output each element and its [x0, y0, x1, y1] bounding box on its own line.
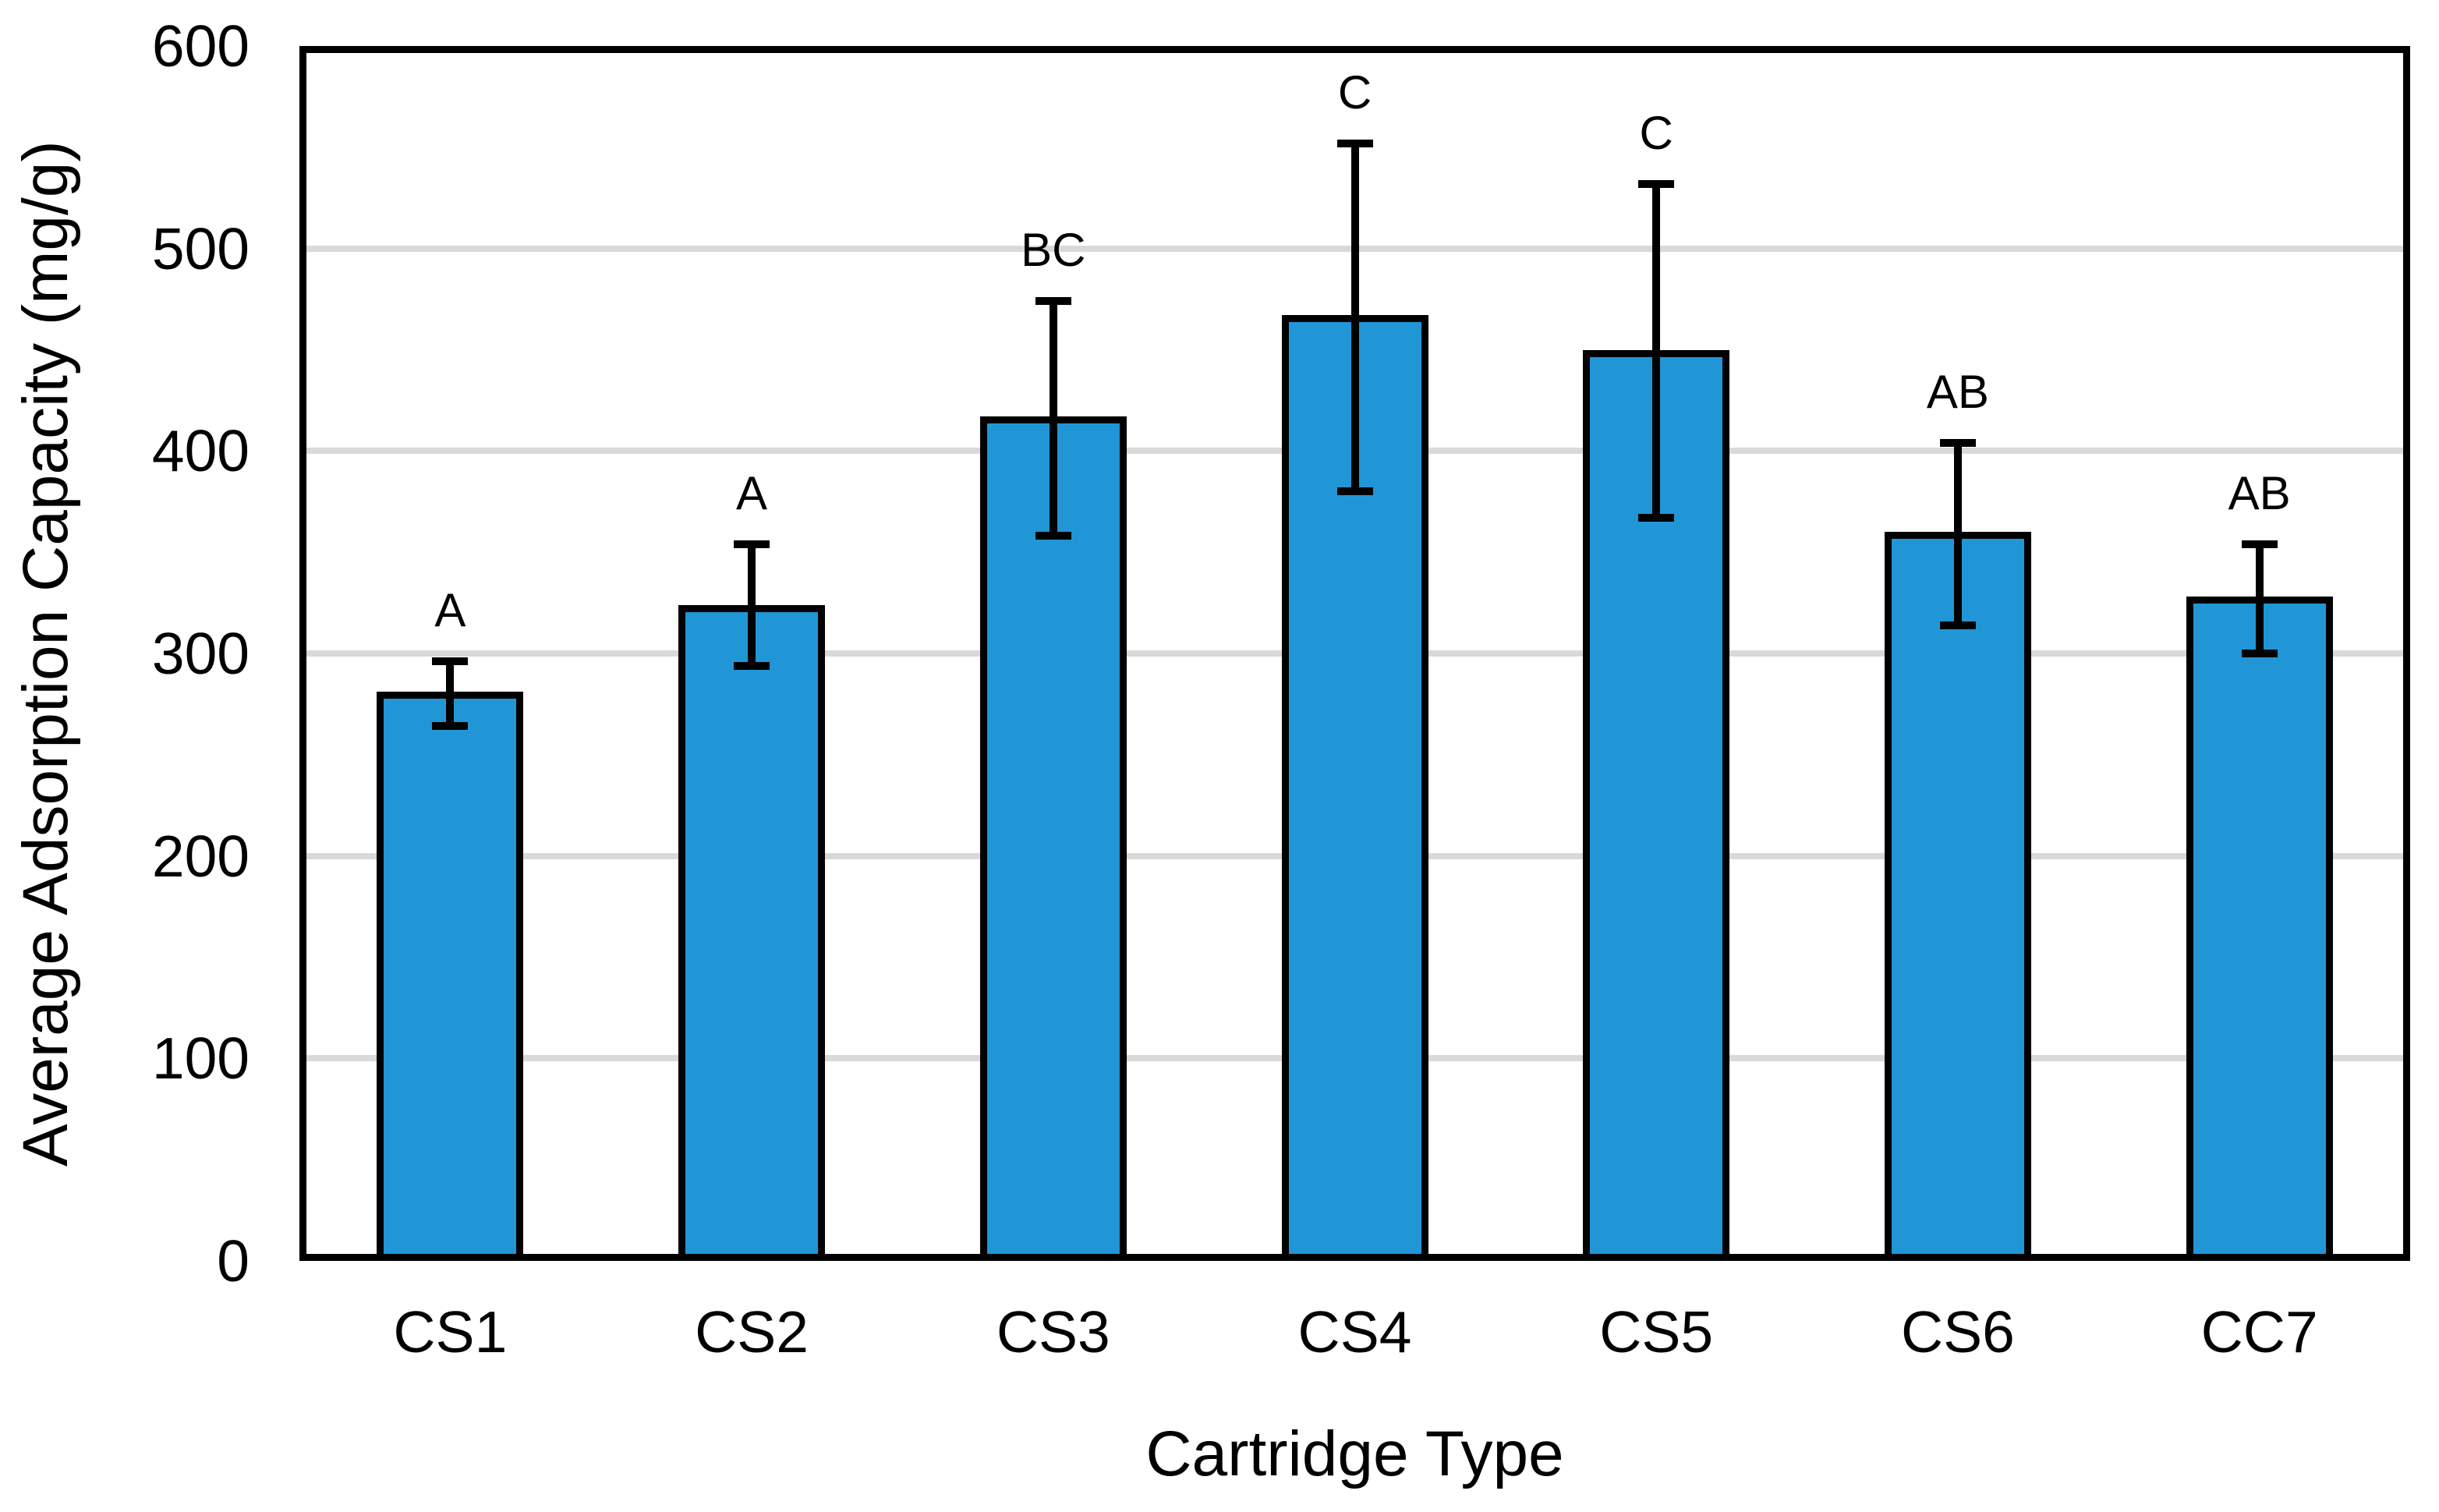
error-bar-CC7 [2255, 544, 2264, 653]
error-bar-cap-upper-CS4 [1336, 139, 1373, 147]
y-tick-label: 500 [151, 215, 250, 282]
error-bar-CS5 [1652, 183, 1661, 518]
y-tick-label: 300 [151, 621, 250, 686]
error-bar-cap-upper-CS3 [1035, 297, 1071, 306]
significance-letter-CS5: C [1639, 106, 1673, 159]
bar-CS4 [1281, 315, 1428, 1261]
x-axis-title: Cartridge Type [1145, 1418, 1564, 1489]
x-tick-label-CS4: CS4 [1297, 1299, 1412, 1365]
x-tick-label-CS2: CS2 [695, 1299, 809, 1365]
significance-letter-CS1: A [434, 584, 466, 637]
error-bar-CS3 [1049, 301, 1057, 536]
y-tick-label: 0 [217, 1228, 250, 1294]
bar-CS6 [1884, 532, 2031, 1261]
y-tick-label: 200 [151, 823, 250, 889]
significance-letter-CS3: BC [1021, 224, 1086, 277]
error-bar-CS1 [446, 661, 455, 727]
significance-letter-CS4: C [1337, 66, 1372, 119]
plot-area: A A BC C C AB AB [299, 46, 2410, 1261]
y-tick-label: 400 [151, 418, 250, 484]
bar-CS3 [979, 416, 1127, 1261]
error-bar-cap-upper-CS1 [432, 657, 469, 666]
error-bar-cap-upper-CS5 [1638, 179, 1675, 188]
error-bar-cap-lower-CS6 [1939, 621, 1976, 629]
x-tick-label-CS3: CS3 [996, 1299, 1110, 1365]
bar-CS2 [678, 604, 826, 1261]
error-bar-cap-upper-CC7 [2241, 540, 2278, 548]
error-bar-cap-lower-CS5 [1638, 514, 1675, 522]
x-tick-label-CS1: CS1 [393, 1299, 508, 1365]
significance-letter-CS6: AB [1926, 365, 1989, 418]
x-tick-label-CC7: CC7 [2200, 1299, 2318, 1365]
error-bar-cap-lower-CC7 [2241, 650, 2278, 657]
bar-CS1 [377, 692, 524, 1261]
bar-CC7 [2186, 597, 2333, 1261]
x-tick-label-CS5: CS5 [1599, 1299, 1714, 1365]
y-tick-label: 100 [151, 1025, 250, 1092]
error-bar-cap-lower-CS4 [1336, 487, 1373, 496]
error-bar-CS6 [1953, 442, 1962, 625]
error-bar-cap-upper-CS6 [1939, 438, 1976, 447]
y-tick-label: 600 [151, 13, 250, 79]
error-bar-CS2 [748, 544, 756, 666]
error-bar-cap-upper-CS2 [734, 540, 770, 548]
error-bar-cap-lower-CS2 [734, 661, 770, 670]
significance-letter-CC7: AB [2228, 466, 2291, 519]
error-bar-cap-lower-CS3 [1035, 532, 1071, 540]
error-bar-cap-lower-CS1 [432, 722, 469, 731]
x-tick-label-CS6: CS6 [1900, 1299, 2015, 1365]
error-bar-CS4 [1350, 143, 1359, 492]
significance-letter-CS2: A [736, 466, 768, 519]
